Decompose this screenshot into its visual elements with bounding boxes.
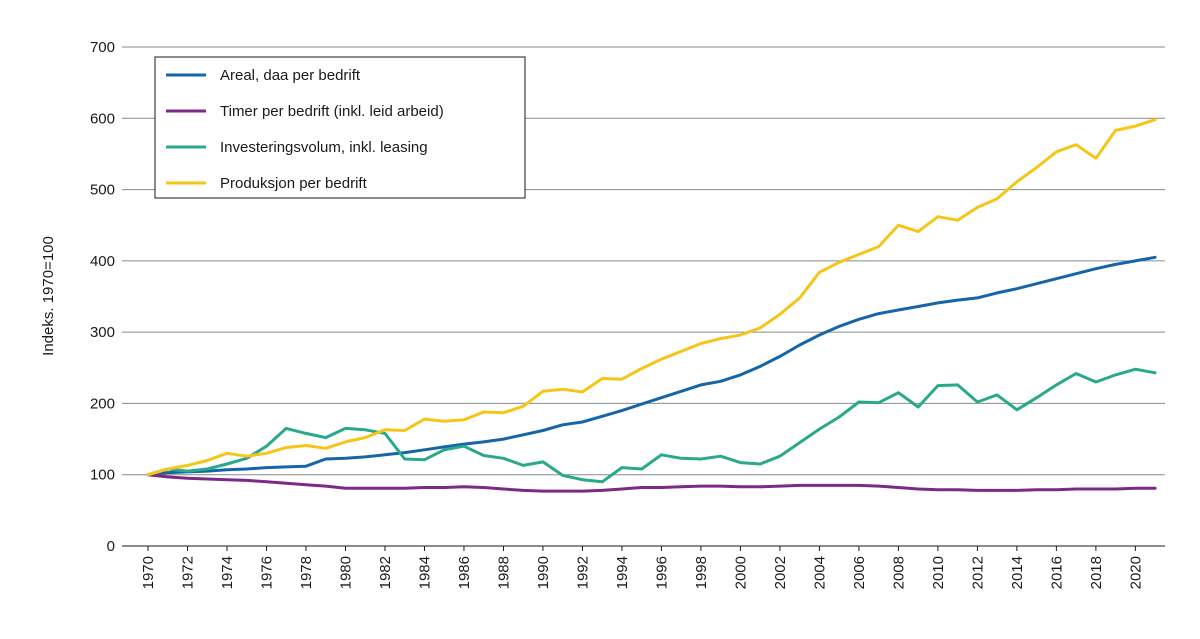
- y-tick-label: 0: [107, 538, 115, 555]
- x-tick-label: 1990: [535, 556, 552, 589]
- legend-label-3: Investeringsvolum, inkl. leasing: [220, 139, 428, 156]
- legend-box: [154, 56, 526, 199]
- y-tick-label: 500: [90, 182, 115, 199]
- x-tick-label: 1996: [653, 556, 670, 589]
- y-tick-label: 300: [90, 324, 115, 341]
- y-tick-label: 700: [90, 39, 115, 56]
- series-lines: [146, 118, 1157, 493]
- legend: Areal, daa per bedrift Timer per bedrift …: [154, 56, 526, 199]
- x-tick-label: 2020: [1127, 556, 1144, 589]
- x-tick-label: 2014: [1009, 556, 1026, 589]
- x-tick-label: 1974: [219, 556, 236, 589]
- series-line-3: [146, 367, 1157, 484]
- x-tick-label: 2012: [969, 556, 986, 589]
- x-tick-label: 2004: [811, 556, 828, 589]
- x-tick-label: 1988: [495, 556, 512, 589]
- series-line-1: [146, 255, 1157, 477]
- x-tick-label: 2006: [851, 556, 868, 589]
- x-tick-label: 1976: [258, 556, 275, 589]
- series-line-4: [146, 118, 1157, 477]
- x-axis-ticks: 1970 1972 1974 1976 1978 1980 1982 1984 1986 1988…: [140, 546, 1144, 589]
- y-axis-ticks: 0 100 200 300 400 500 600 700: [90, 39, 115, 555]
- x-tick-label: 2008: [890, 556, 907, 589]
- y-tick-label: 100: [90, 467, 115, 484]
- x-tick-label: 2010: [930, 556, 947, 589]
- series-line-2: [146, 473, 1157, 493]
- legend-label-2: Timer per bedrift (inkl. leid arbeid): [220, 103, 444, 120]
- y-tick-label: 200: [90, 395, 115, 412]
- x-tick-label: 1982: [377, 556, 394, 589]
- x-tick-label: 2018: [1088, 556, 1105, 589]
- x-tick-label: 1998: [693, 556, 710, 589]
- legend-label-4: Produksjon per bedrift: [220, 175, 368, 192]
- x-tick-label: 1970: [140, 556, 157, 589]
- x-tick-label: 1978: [298, 556, 315, 589]
- y-tick-label: 400: [90, 253, 115, 270]
- x-tick-label: 1972: [179, 556, 196, 589]
- x-tick-label: 1992: [574, 556, 591, 589]
- x-tick-label: 1984: [416, 556, 433, 589]
- x-tick-label: 2016: [1048, 556, 1065, 589]
- legend-label-1: Areal, daa per bedrift: [220, 67, 361, 84]
- x-tick-label: 1986: [456, 556, 473, 589]
- x-tick-label: 1980: [337, 556, 354, 589]
- x-tick-label: 2002: [772, 556, 789, 589]
- x-tick-label: 2000: [732, 556, 749, 589]
- x-tick-label: 1994: [614, 556, 631, 589]
- y-tick-label: 600: [90, 110, 115, 127]
- y-axis-label: Indeks. 1970=100: [40, 236, 57, 356]
